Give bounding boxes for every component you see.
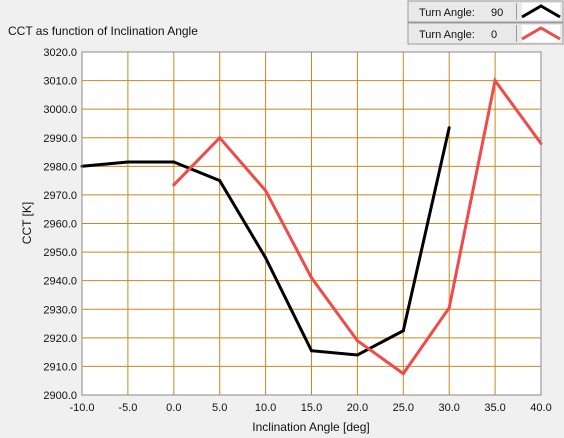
legend-swatch-bg xyxy=(522,25,560,42)
data-point xyxy=(401,372,405,376)
x-tick-label: 15.0 xyxy=(301,402,322,414)
y-tick-label: 2950.0 xyxy=(43,247,77,259)
legend-label: Turn Angle: xyxy=(419,29,475,41)
y-tick-label: 2940.0 xyxy=(43,276,77,288)
y-tick-label: 3020.0 xyxy=(43,47,77,59)
y-axis-ticks: 2900.0 2910.0 2920.0 2930.0 2940.0 2950.0 2960… xyxy=(43,47,77,402)
x-axis-ticks: -10.0 -5.0 0.0 5.0 10.0 15.0 20.0 25.0 30.0 35.0 4… xyxy=(69,402,551,414)
data-point xyxy=(310,276,313,280)
y-tick-label: 2980.0 xyxy=(43,161,77,173)
data-point xyxy=(218,179,222,183)
legend-value: 0 xyxy=(491,29,497,41)
x-tick-label: 0.0 xyxy=(166,402,181,414)
data-point xyxy=(355,339,359,343)
legend-swatch-bg xyxy=(522,3,560,20)
y-tick-label: 2930.0 xyxy=(43,304,77,316)
data-point xyxy=(447,306,451,310)
y-tick-label: 2990.0 xyxy=(43,133,77,145)
x-tick-label: -10.0 xyxy=(69,402,94,414)
x-tick-label: 35.0 xyxy=(484,402,505,414)
data-point xyxy=(493,79,497,83)
y-tick-label: 3010.0 xyxy=(43,76,77,88)
y-tick-label: 2960.0 xyxy=(43,219,77,231)
legend: Turn Angle: 90 Turn Angle: 0 xyxy=(407,0,564,45)
y-tick-label: 2900.0 xyxy=(43,390,77,402)
data-point xyxy=(218,136,222,140)
data-point xyxy=(172,183,176,187)
series-layer xyxy=(80,76,543,376)
x-tick-label: 5.0 xyxy=(212,402,227,414)
legend-label: Turn Angle: xyxy=(419,7,475,19)
data-point xyxy=(172,160,176,164)
x-tick-label: 10.0 xyxy=(255,402,276,414)
legend-divider xyxy=(516,25,517,42)
x-tick-label: 30.0 xyxy=(438,402,459,414)
x-axis-label: Inclination Angle [deg] xyxy=(252,420,369,434)
x-tick-label: 40.0 xyxy=(530,402,551,414)
data-point xyxy=(264,189,268,193)
data-point xyxy=(401,329,405,333)
legend-swatch xyxy=(521,4,561,19)
data-point xyxy=(310,349,313,353)
data-point xyxy=(126,160,130,164)
y-tick-label: 2910.0 xyxy=(43,361,77,373)
chart-title: CCT as function of Inclination Angle xyxy=(8,24,198,38)
y-tick-label: 2920.0 xyxy=(43,333,77,345)
y-tick-label: 2970.0 xyxy=(43,190,77,202)
x-tick-label: 25.0 xyxy=(393,402,414,414)
y-tick-label: 3000.0 xyxy=(43,104,77,116)
y-axis-label: CCT [K] xyxy=(20,202,34,244)
legend-divider xyxy=(516,3,517,20)
data-point xyxy=(355,353,359,357)
legend-swatch xyxy=(521,26,561,41)
x-tick-label: 20.0 xyxy=(347,402,368,414)
data-point xyxy=(264,256,268,260)
plot-frame xyxy=(81,51,542,396)
legend-value: 90 xyxy=(491,7,503,19)
data-point xyxy=(447,126,451,130)
x-tick-label: -5.0 xyxy=(118,402,137,414)
